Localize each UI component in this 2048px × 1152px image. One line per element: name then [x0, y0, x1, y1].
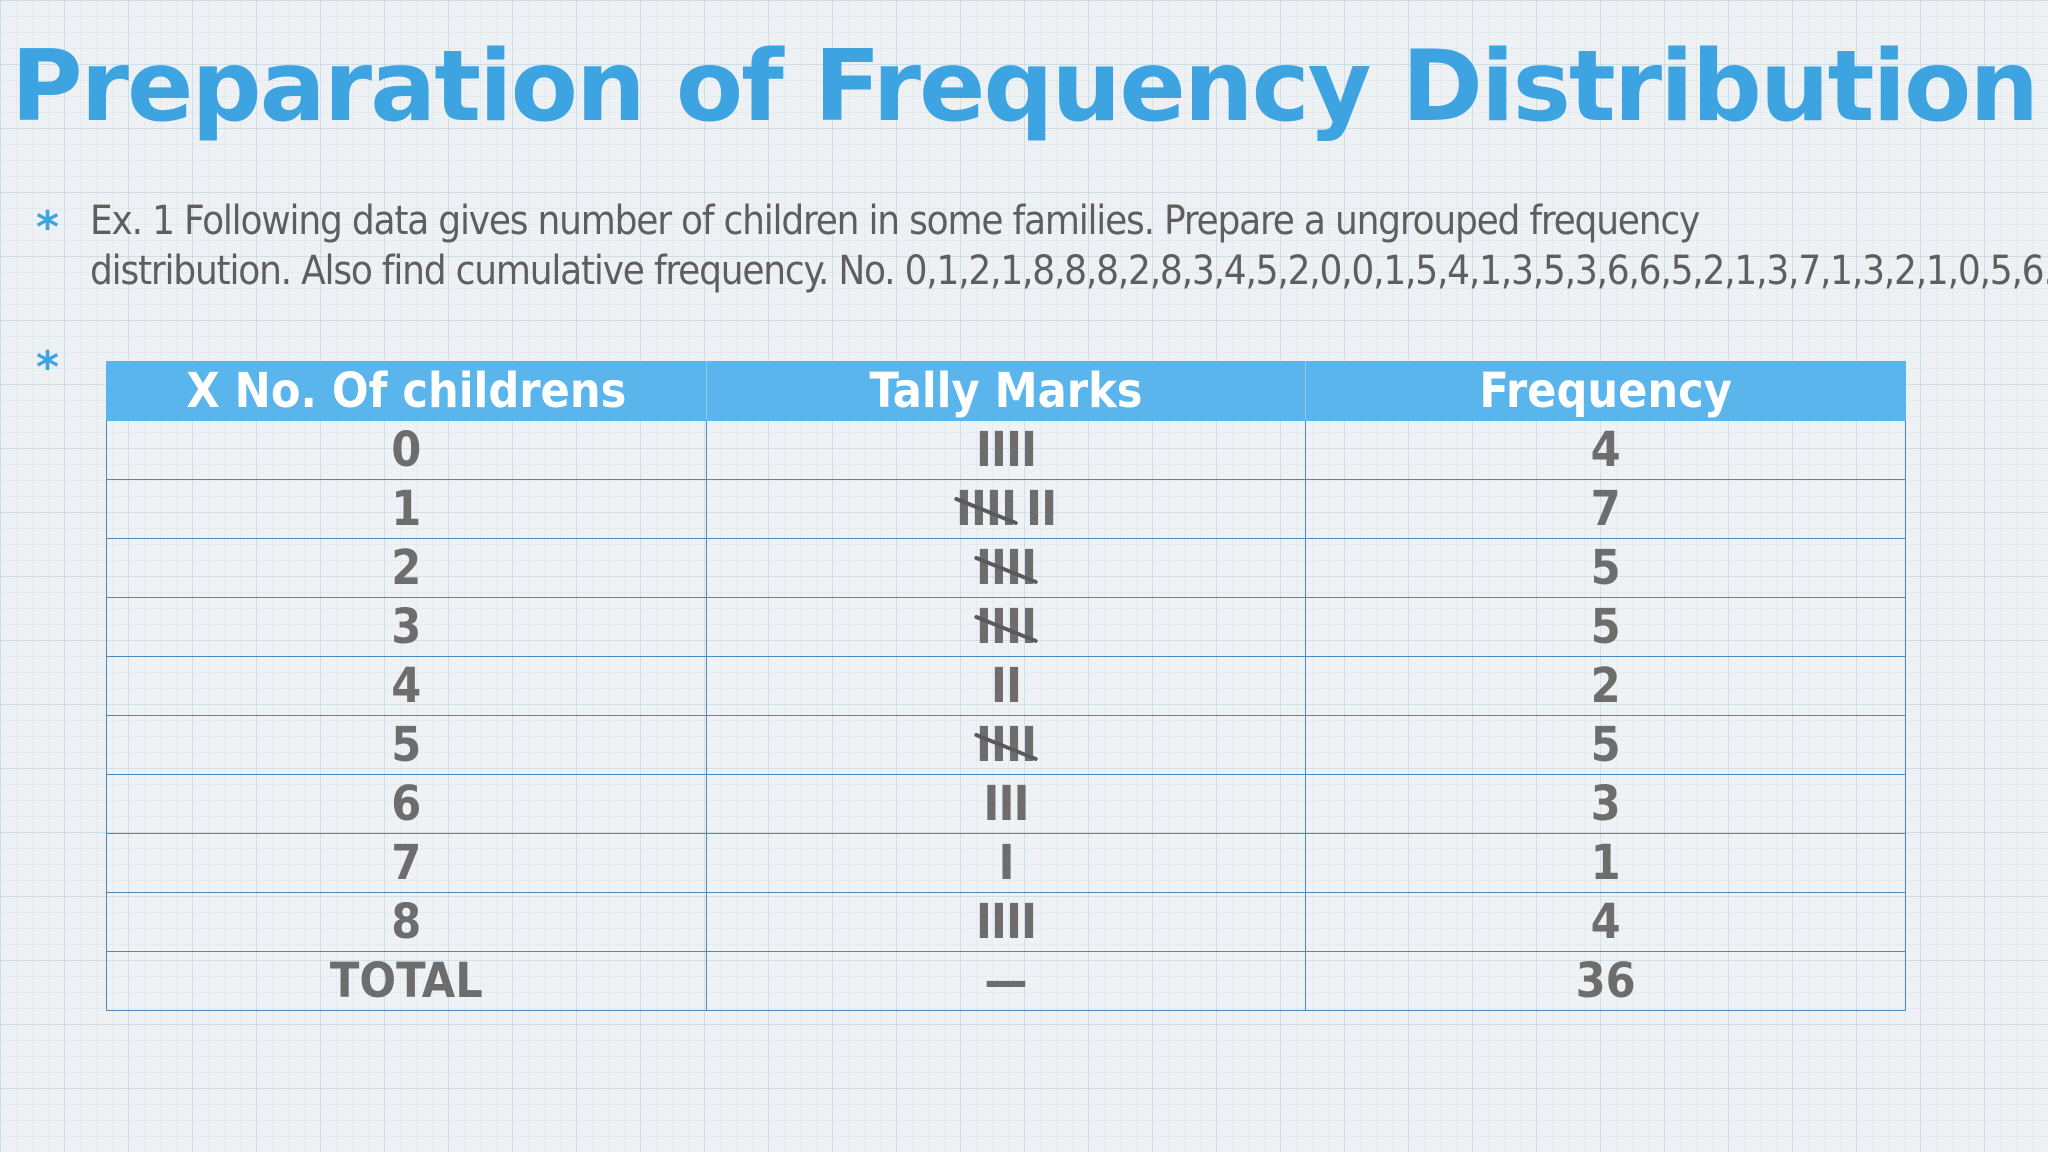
- cell-x: 3: [106, 597, 707, 657]
- cell-tally: IIII: [705, 597, 1307, 657]
- cell-x: 0: [106, 420, 707, 480]
- table-header-row: X No. Of childrens Tally Marks Frequency: [106, 361, 1906, 421]
- cell-frequency: 5: [1305, 538, 1906, 598]
- cell-tally: IIII: [705, 892, 1307, 952]
- header-frequency: Frequency: [1305, 361, 1906, 421]
- cell-tally: III: [705, 774, 1307, 834]
- cell-frequency: 7: [1305, 479, 1906, 539]
- header-tally: Tally Marks: [705, 361, 1307, 421]
- tally-marks: II: [990, 658, 1022, 714]
- tally-marks: III: [983, 776, 1029, 832]
- tally-group-struck: IIII: [975, 717, 1037, 773]
- cell-x: 2: [106, 538, 707, 598]
- question-line-1: Ex. 1 Following data gives number of chi…: [90, 198, 1700, 244]
- cell-frequency: 1: [1305, 833, 1906, 893]
- table-row: 5 IIII 5: [106, 715, 1906, 775]
- tally-marks: IIII: [975, 422, 1037, 478]
- table-total-row: TOTAL — 36: [106, 951, 1906, 1011]
- table-row: 3 IIII 5: [106, 597, 1906, 657]
- cell-frequency: 4: [1305, 892, 1906, 952]
- question-line-2: distribution. Also find cumulative frequ…: [90, 248, 2048, 294]
- cell-x: 7: [106, 833, 707, 893]
- header-x: X No. Of childrens: [106, 361, 707, 421]
- question-text: Ex. 1 Following data gives number of chi…: [90, 196, 2048, 296]
- cell-x: 5: [106, 715, 707, 775]
- cell-tally: I: [705, 833, 1307, 893]
- table-row: 1 IIII II 7: [106, 479, 1906, 539]
- table-row: 0 IIII 4: [106, 420, 1906, 480]
- cell-tally: IIII: [705, 420, 1307, 480]
- bullet-star-icon: *: [36, 342, 60, 393]
- tally-marks: IIII: [975, 894, 1037, 950]
- table-row: 7 I 1: [106, 833, 1906, 893]
- tally-group-struck: IIII: [955, 481, 1017, 537]
- cell-frequency: 3: [1305, 774, 1906, 834]
- tally-group-struck: IIII: [975, 540, 1037, 596]
- cell-tally: IIII II: [705, 479, 1307, 539]
- tally-marks: I: [998, 835, 1014, 891]
- cell-x: 8: [106, 892, 707, 952]
- tally-group-struck: IIII: [975, 599, 1037, 655]
- table-row: 2 IIII 5: [106, 538, 1906, 598]
- bullet-star-icon: *: [36, 202, 60, 253]
- cell-frequency: 5: [1305, 597, 1906, 657]
- cell-total-frequency: 36: [1305, 951, 1906, 1011]
- cell-total-label: TOTAL: [106, 951, 707, 1011]
- table-row: 8 IIII 4: [106, 892, 1906, 952]
- cell-tally: II: [705, 656, 1307, 716]
- tally-marks: II: [1026, 481, 1057, 537]
- cell-tally: IIII: [705, 715, 1307, 775]
- cell-x: 1: [106, 479, 707, 539]
- slide-title: Preparation of Frequency Distribution: [10, 30, 2039, 144]
- cell-frequency: 5: [1305, 715, 1906, 775]
- cell-total-tally: —: [705, 951, 1307, 1011]
- frequency-table: X No. Of childrens Tally Marks Frequency…: [106, 361, 1906, 1011]
- cell-x: 6: [106, 774, 707, 834]
- cell-tally: IIII: [705, 538, 1307, 598]
- table-row: 6 III 3: [106, 774, 1906, 834]
- cell-frequency: 4: [1305, 420, 1906, 480]
- cell-x: 4: [106, 656, 707, 716]
- cell-frequency: 2: [1305, 656, 1906, 716]
- table-row: 4 II 2: [106, 656, 1906, 716]
